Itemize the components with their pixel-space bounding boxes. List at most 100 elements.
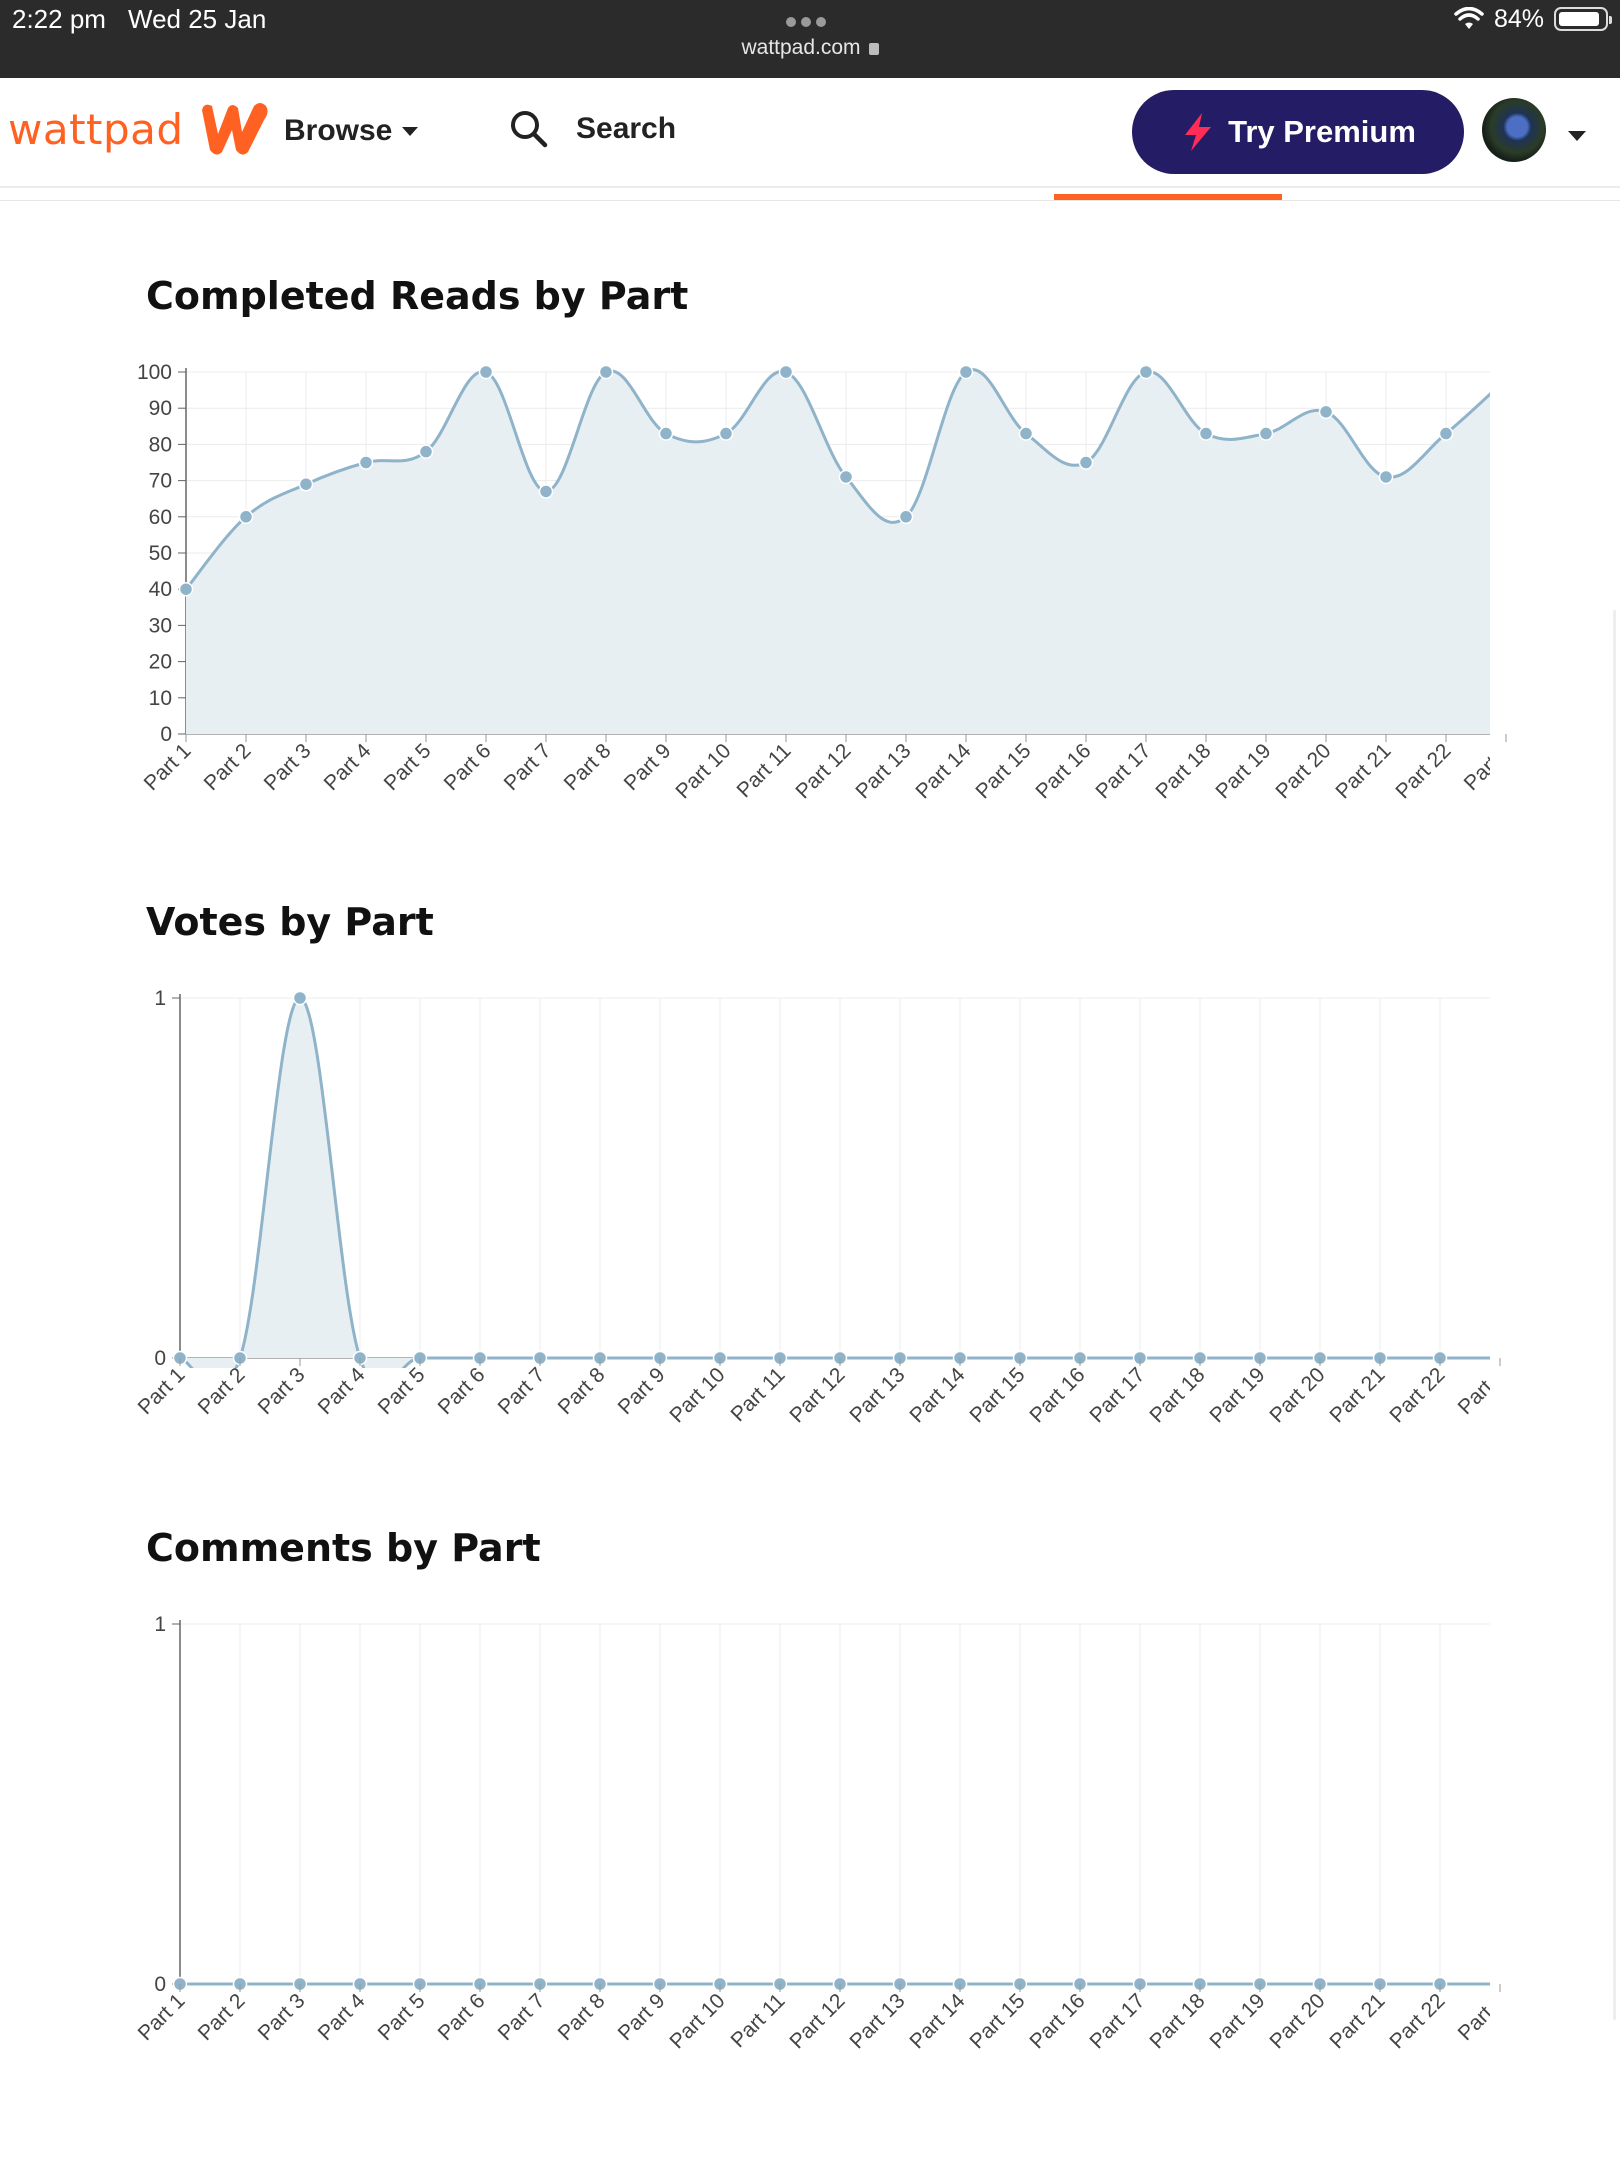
x-tick-label: Part 20 [1265,1989,1329,2053]
x-tick-label: Part 6 [440,739,496,795]
data-point [658,426,674,441]
x-tick-label: Part 7 [494,1363,550,1419]
data-point [418,444,434,459]
x-tick-label: Part 22 [1385,1989,1449,2053]
x-tick-label: Part 21 [1331,739,1395,803]
x-tick-label: Part 18 [1145,1989,1209,2053]
y-tick-label: 70 [149,470,172,493]
chart-title-completed-reads: Completed Reads by Part [146,274,689,318]
x-tick-label: Part 9 [614,1989,670,2045]
url-text: wattpad.com [741,36,861,59]
wifi-icon [1454,7,1484,29]
data-point [358,455,374,470]
x-tick-label: Part 12 [791,739,855,803]
battery-percent: 84% [1493,4,1544,33]
x-tick-label: Part 19 [1205,1989,1269,2053]
x-tick-label: Part 11 [726,1989,789,2052]
y-tick-label: 0 [160,723,172,746]
data-point [298,476,314,492]
x-tick-label: Part 12 [785,1363,849,1427]
data-point [238,509,254,525]
x-tick-label: Part 8 [560,739,616,795]
x-tick-label: Part 3 [254,1363,310,1419]
x-tick-label: Part 9 [620,739,676,795]
data-point [898,509,914,525]
x-tick-label: Part 13 [845,1989,909,2053]
avatar[interactable] [1482,98,1546,162]
more-dots-icon[interactable] [786,14,836,27]
x-tick-label: Part 10 [665,1989,729,2053]
x-tick-label: Part 15 [965,1989,1029,2053]
x-tick-label: Part 10 [665,1363,729,1427]
address-bar[interactable]: wattpad.com [0,36,1620,60]
search-label: Search [576,112,677,145]
y-tick-label: 0 [154,1973,166,1996]
lock-icon [868,43,879,55]
x-tick-label: Part 2 [194,1363,250,1419]
x-tick-label: Part 17 [1085,1363,1149,1427]
chart-title-votes: Votes by Part [146,900,434,944]
x-tick-label: Part 4 [320,739,376,795]
x-tick-label: Part 11 [732,739,795,802]
x-tick-label: Part 14 [905,1363,969,1427]
header-divider [0,200,1620,201]
status-time: 2:22 pm [12,4,106,34]
caret-down-icon [402,126,419,136]
x-tick-label: Part 6 [434,1363,490,1419]
x-tick-label: Part 2 [1460,739,1516,795]
data-point [778,364,794,380]
active-tab-indicator [1054,194,1282,200]
browse-menu[interactable]: Browse [284,114,419,148]
account-menu-caret-icon[interactable] [1568,131,1586,141]
x-tick-labels: Part 1 Part 2 Part 3 Part 4 Part 5 Part 6 Part… [134,1363,1510,1427]
data-point [1018,426,1034,441]
premium-label: Try Premium [1228,114,1416,149]
x-tick-label: Part 19 [1211,739,1275,803]
data-point [1438,426,1454,441]
x-tick-label: Part 18 [1151,739,1215,803]
data-point [478,364,494,380]
y-tick-label: 30 [149,614,172,637]
try-premium-button[interactable]: Try Premium [1132,90,1464,174]
y-tick-label: 50 [149,542,172,565]
x-tick-label: Part 1 [134,1363,190,1419]
x-tick-label: Part 10 [671,739,735,803]
x-tick-label: Part 18 [1145,1363,1209,1427]
x-tick-label: Part 8 [554,1989,610,2045]
x-tick-label: Part 21 [1325,1363,1389,1427]
x-tick-label: Part 5 [374,1363,430,1419]
data-point [1198,426,1214,441]
x-tick-label: Part 13 [851,739,915,803]
wattpad-logo[interactable]: wattpad [8,100,272,158]
data-point [838,469,854,485]
x-tick-label: Part 20 [1271,739,1335,803]
x-tick-label: Part 2 [194,1989,250,2045]
data-point [1138,364,1154,380]
x-tick-label: Part 19 [1205,1363,1269,1427]
x-tick-label: Part 22 [1385,1363,1449,1427]
scrollbar[interactable] [1613,610,1616,2020]
x-tick-label: Part 12 [785,1989,849,2053]
y-tick-label: 20 [149,651,172,674]
status-date: Wed 25 Jan [128,4,267,34]
y-tick-label: 90 [149,397,172,420]
x-tick-label: Part 4 [314,1363,370,1419]
x-tick-label: Part 16 [1025,1989,1089,2053]
y-tick-label: 10 [149,687,172,710]
x-tick-label: Part 2 [1454,1363,1510,1419]
logo-text: wattpad [8,104,184,154]
data-point [1318,404,1334,420]
x-tick-label: Part 2 [1454,1989,1510,2045]
x-tick-label: Part 4 [314,1989,370,2045]
x-tick-label: Part 5 [380,739,436,795]
y-tick-label: 40 [149,578,172,601]
site-header: wattpad Browse Search Try Premium [0,78,1620,188]
search-button[interactable]: Search [508,108,676,150]
x-tick-label: Part 17 [1085,1989,1149,2053]
x-tick-label: Part 20 [1265,1363,1329,1427]
status-bar: 2:22 pm Wed 25 Jan wattpad.com 84% [0,0,1620,78]
data-point [958,364,974,380]
x-tick-label: Part 14 [905,1989,969,2053]
x-tick-label: Part 15 [971,739,1035,803]
